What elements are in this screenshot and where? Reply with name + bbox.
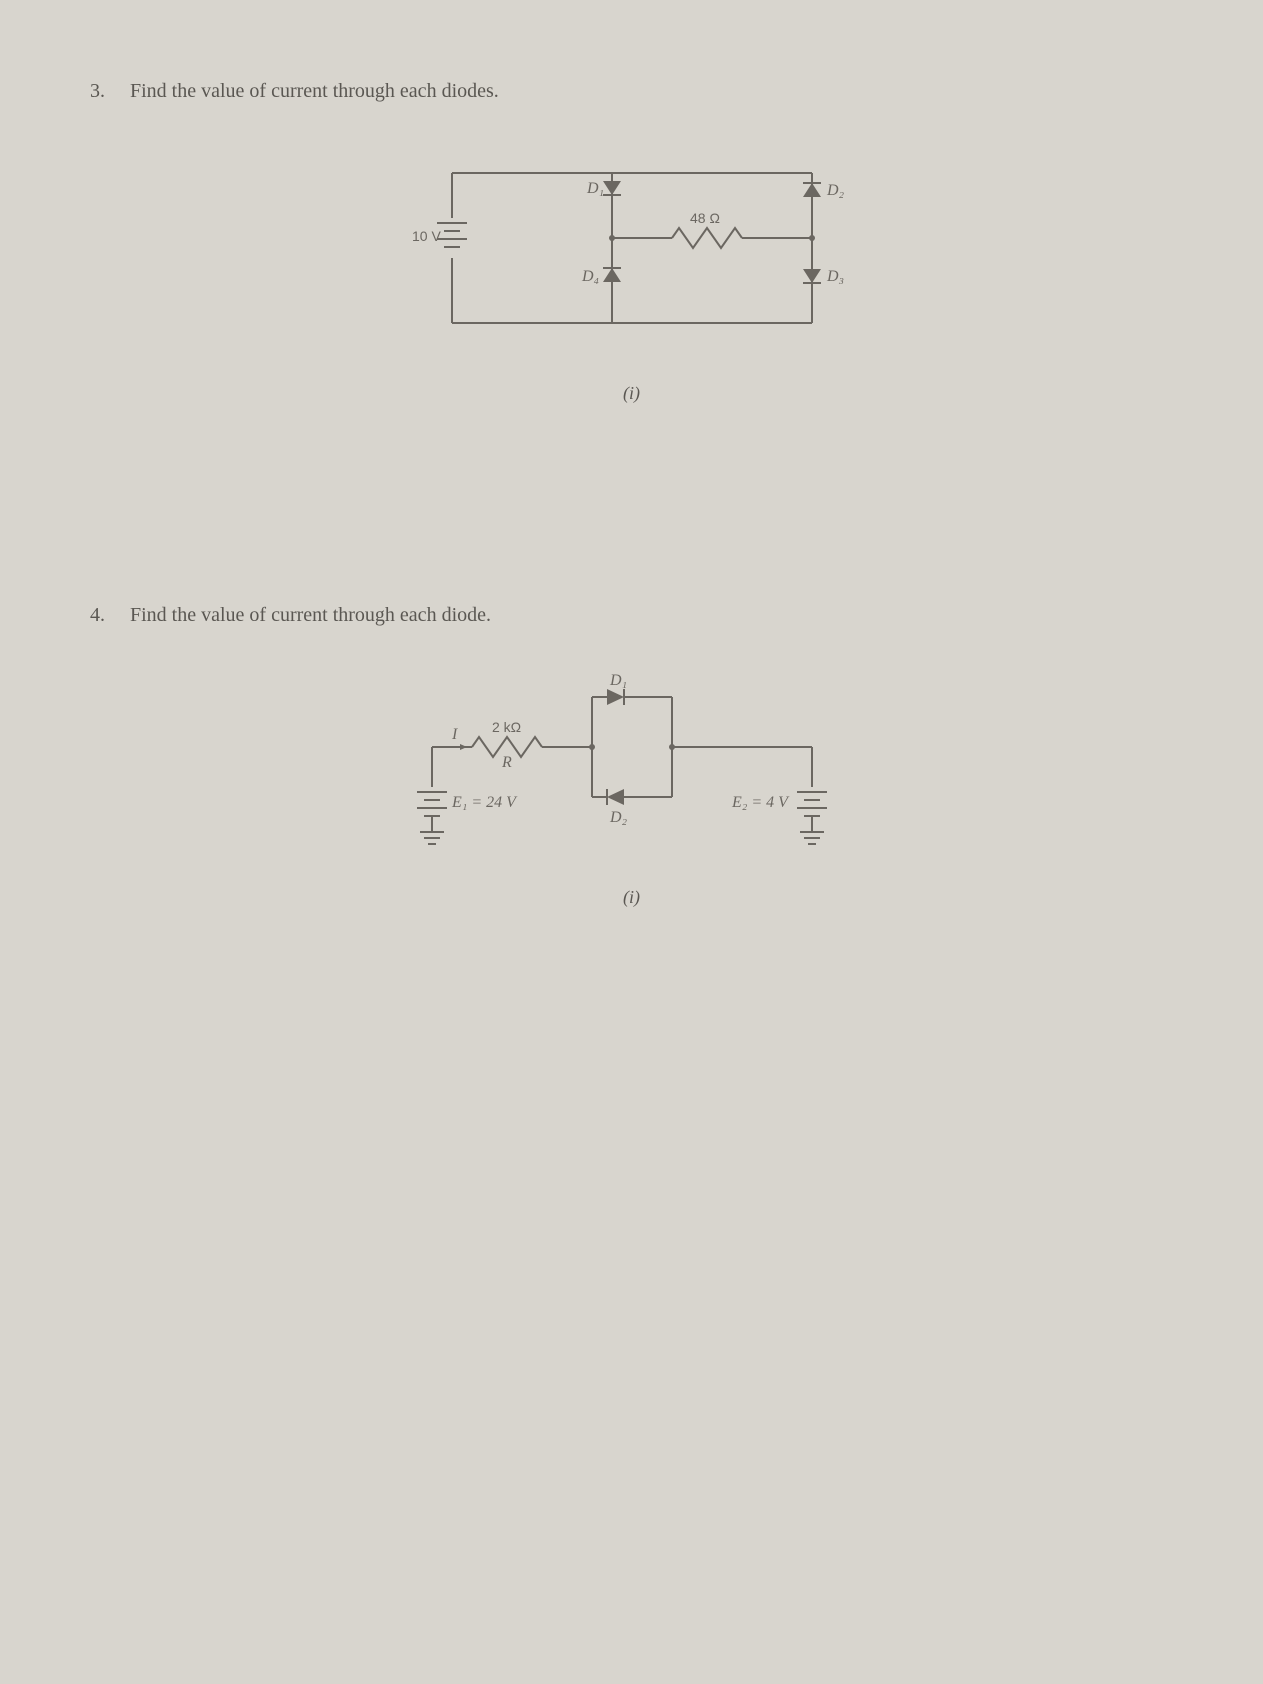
question-3: 3. Find the value of current through eac…	[90, 80, 1173, 404]
voltage-10v-label: 10 V	[412, 228, 441, 244]
resistor-2k-label: 2 kΩ	[492, 719, 521, 735]
circuit-3-figure-label: (i)	[412, 383, 852, 404]
diode-d1-label: D₁	[586, 180, 604, 197]
circuit-3-svg: 10 V D₁ D₄ D₂ D₃	[412, 143, 852, 363]
question-3-number: 3.	[90, 80, 115, 103]
diode-d3-label: D₃	[826, 268, 844, 285]
resistor-48-label: 48 Ω	[690, 210, 720, 226]
e2-label: E₂ = 4 V	[731, 794, 790, 811]
question-4-number: 4.	[90, 604, 115, 627]
circuit-3-container: 10 V D₁ D₄ D₂ D₃	[90, 143, 1173, 404]
e1-label: E₁ = 24 V	[451, 794, 518, 811]
question-4-prompt: Find the value of current through each d…	[130, 604, 491, 627]
circuit-3: 10 V D₁ D₄ D₂ D₃	[412, 143, 852, 404]
diode-d2-q4-label: D₂	[609, 809, 628, 826]
diode-d1-q4-label: D₁	[609, 672, 627, 689]
diode-d2-label: D₂	[826, 182, 845, 199]
circuit-4-container: D₁ D₂	[90, 667, 1173, 908]
circuit-4-figure-label: (i)	[392, 887, 872, 908]
circuit-4: D₁ D₂	[392, 667, 872, 908]
current-i-label: I	[451, 726, 458, 743]
question-3-text: 3. Find the value of current through eac…	[90, 80, 1173, 103]
question-4: 4. Find the value of current through eac…	[90, 604, 1173, 908]
question-3-prompt: Find the value of current through each d…	[130, 80, 499, 103]
resistor-r-label: R	[501, 754, 512, 771]
circuit-4-svg: D₁ D₂	[392, 667, 872, 867]
diode-d4-label: D₄	[581, 268, 599, 285]
question-4-text: 4. Find the value of current through eac…	[90, 604, 1173, 627]
